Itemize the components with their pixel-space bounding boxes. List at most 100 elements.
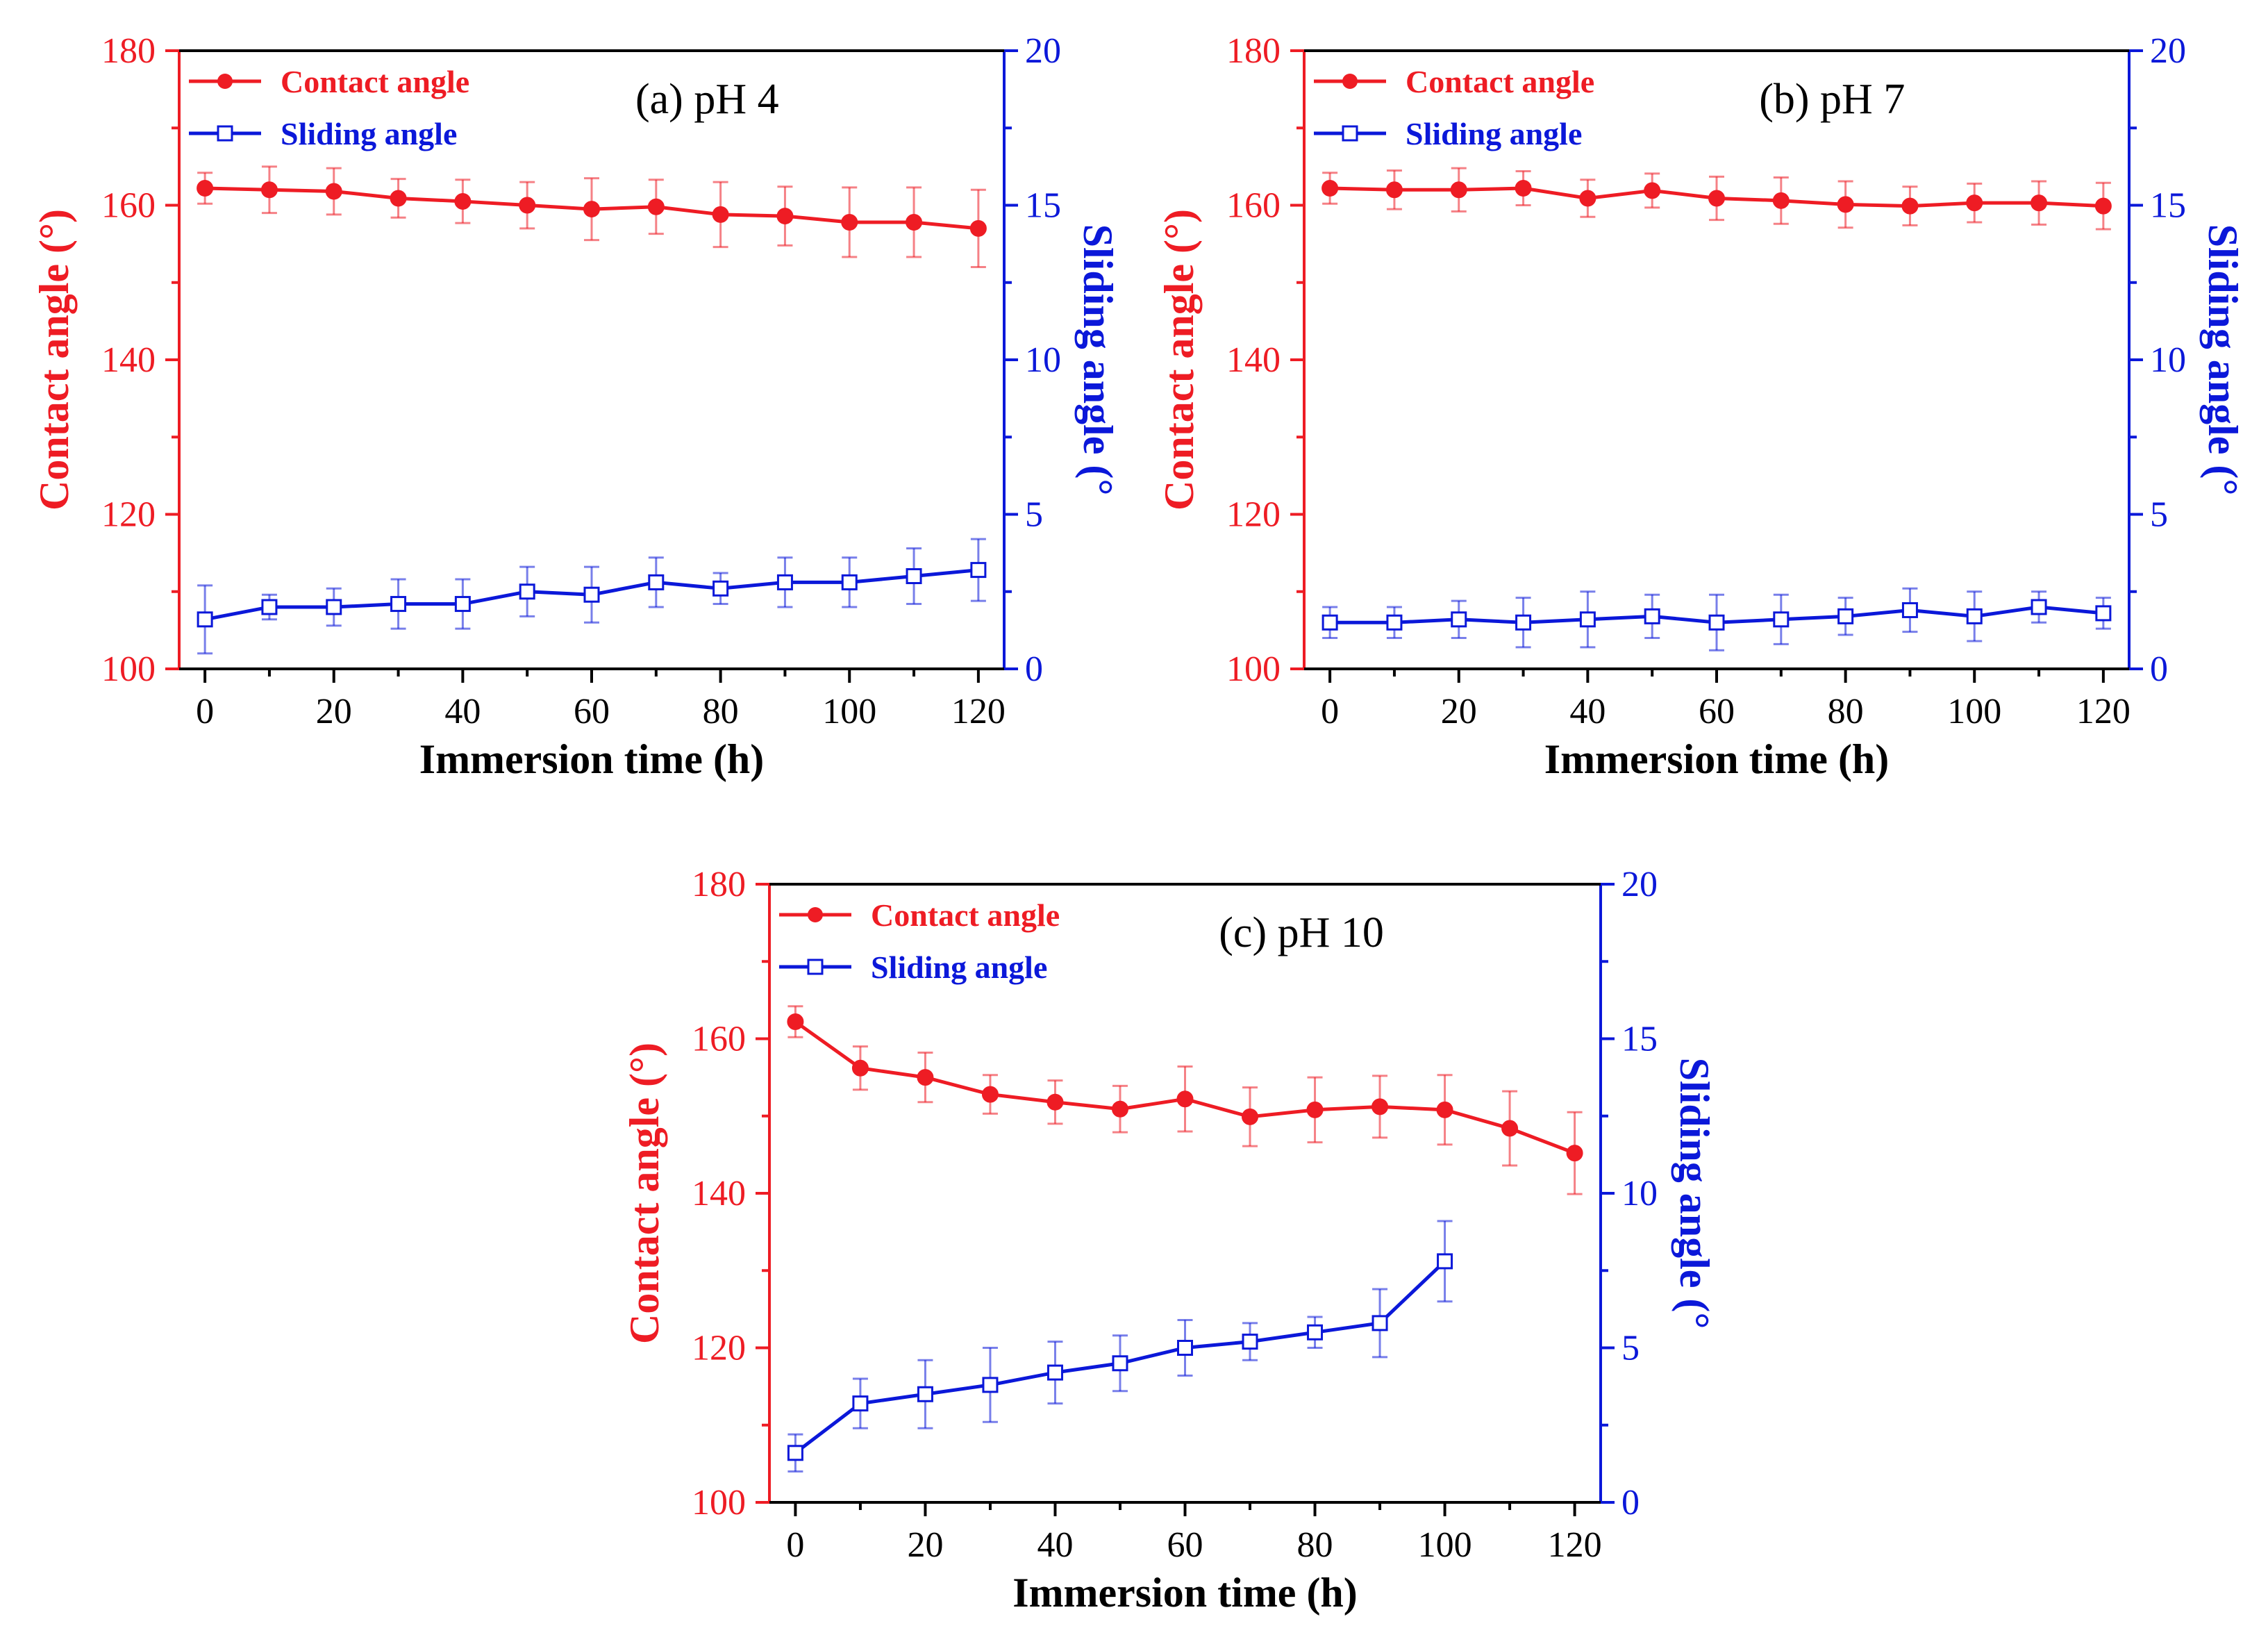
data-point — [1307, 1324, 1324, 1341]
right-y-tick-label: 20 — [2150, 31, 2186, 71]
right-y-tick-label: 20 — [1025, 31, 1061, 71]
right-y-axis-title: Sliding angle (° — [1075, 224, 1121, 496]
series-contact-angle — [197, 165, 987, 268]
right-y-tick-label: 5 — [1025, 495, 1043, 535]
data-point — [454, 192, 472, 210]
data-point — [1177, 1340, 1193, 1356]
data-point — [1450, 181, 1467, 199]
data-point — [1371, 1315, 1388, 1332]
panel-label: (b) pH 7 — [1759, 76, 1905, 123]
left-y-tick-label: 160 — [101, 186, 156, 226]
data-point — [1579, 611, 1596, 628]
data-point — [970, 562, 987, 579]
data-point — [1451, 611, 1467, 628]
right-y-tick-label: 10 — [1621, 1174, 1658, 1213]
legend-marker — [1342, 125, 1358, 142]
data-point — [197, 180, 214, 197]
data-point — [390, 596, 407, 613]
data-point — [2031, 599, 2047, 615]
right-y-tick-label: 5 — [2150, 495, 2168, 535]
series-sliding-angle — [1321, 587, 2112, 652]
data-point — [776, 208, 794, 225]
left-y-axis-title: Contact angle (°) — [1156, 209, 1202, 511]
left-y-tick-label: 100 — [1226, 649, 1281, 689]
data-point — [1901, 602, 1918, 618]
legend: Contact angle Sliding angle — [1314, 64, 1594, 151]
data-point — [1242, 1334, 1258, 1350]
chart-panel-a: 0 20 40 60 80 100 120 100 120 140 160 180 0 5 10 15 20 Im… — [31, 31, 1121, 782]
series-contact-angle — [787, 1005, 1583, 1195]
data-point — [969, 219, 987, 237]
data-point — [906, 213, 923, 231]
x-tick-label: 80 — [1828, 692, 1864, 731]
data-point — [1579, 190, 1596, 207]
data-point — [1837, 196, 1854, 213]
data-point — [1515, 180, 1532, 197]
data-point — [1437, 1253, 1453, 1270]
data-point — [1708, 614, 1725, 631]
panel-label: (a) pH 4 — [635, 76, 779, 123]
x-tick-label: 0 — [786, 1525, 804, 1565]
legend: Contact angle Sliding angle — [779, 897, 1060, 985]
x-axis-title: Immersion time (h) — [1544, 736, 1890, 782]
left-y-tick-label: 120 — [692, 1329, 746, 1368]
data-point — [712, 580, 729, 597]
data-point — [197, 611, 213, 628]
data-point — [776, 574, 793, 590]
data-point — [906, 568, 922, 584]
x-tick-label: 40 — [1037, 1525, 1073, 1565]
data-point — [1772, 192, 1790, 209]
data-point — [2095, 605, 2112, 622]
legend-label: Sliding angle — [871, 949, 1047, 985]
left-y-tick-label: 100 — [692, 1483, 746, 1523]
legend-marker — [217, 74, 233, 89]
data-point — [712, 206, 729, 223]
data-point — [519, 583, 535, 600]
data-point — [648, 574, 665, 590]
legend-label: Contact angle — [281, 64, 469, 99]
x-axis-title: Immersion time (h) — [1012, 1570, 1358, 1616]
x-tick-label: 20 — [316, 692, 352, 731]
data-point — [1773, 611, 1790, 628]
x-tick-label: 100 — [1418, 1525, 1472, 1565]
data-point — [260, 181, 278, 199]
left-y-tick-label: 180 — [1226, 31, 1281, 71]
data-point — [2031, 194, 2048, 212]
x-tick-label: 80 — [1297, 1525, 1333, 1565]
data-point — [1242, 1108, 1259, 1125]
left-y-tick-label: 180 — [101, 31, 156, 71]
legend: Contact angle Sliding angle — [189, 64, 469, 151]
legend-label: Sliding angle — [1406, 116, 1582, 151]
left-y-axis-title: Contact angle (°) — [31, 209, 77, 511]
data-point — [647, 198, 665, 215]
data-point — [1371, 1098, 1389, 1115]
x-tick-label: 60 — [1699, 692, 1735, 731]
data-point — [1966, 194, 1983, 212]
data-point — [1515, 614, 1532, 631]
left-y-tick-label: 140 — [692, 1174, 746, 1213]
left-y-tick-label: 180 — [692, 865, 746, 904]
right-y-tick-label: 0 — [2150, 649, 2168, 689]
data-point — [787, 1445, 803, 1461]
left-y-tick-label: 140 — [101, 340, 156, 380]
data-point — [1901, 197, 1919, 215]
right-y-tick-label: 15 — [1025, 186, 1061, 226]
chart-panel-b: 0 20 40 60 80 100 120 100 120 140 160 180 0 5 10 15 20 Im… — [1156, 31, 2246, 782]
right-y-tick-label: 15 — [2150, 186, 2186, 226]
data-point — [917, 1386, 933, 1402]
x-tick-label: 0 — [1321, 692, 1339, 731]
right-y-axis-title: Sliding angle (° — [2200, 224, 2246, 496]
data-point — [1047, 1093, 1064, 1111]
data-point — [1966, 608, 1983, 624]
data-point — [841, 213, 858, 231]
data-point — [1306, 1101, 1324, 1118]
left-y-tick-label: 160 — [1226, 186, 1281, 226]
data-point — [1321, 614, 1338, 631]
legend-marker — [217, 125, 233, 142]
x-axis-title: Immersion time (h) — [419, 736, 765, 782]
data-point — [1176, 1090, 1194, 1108]
series-sliding-angle — [197, 538, 987, 655]
data-point — [1321, 180, 1339, 197]
x-tick-label: 120 — [2076, 692, 2131, 731]
